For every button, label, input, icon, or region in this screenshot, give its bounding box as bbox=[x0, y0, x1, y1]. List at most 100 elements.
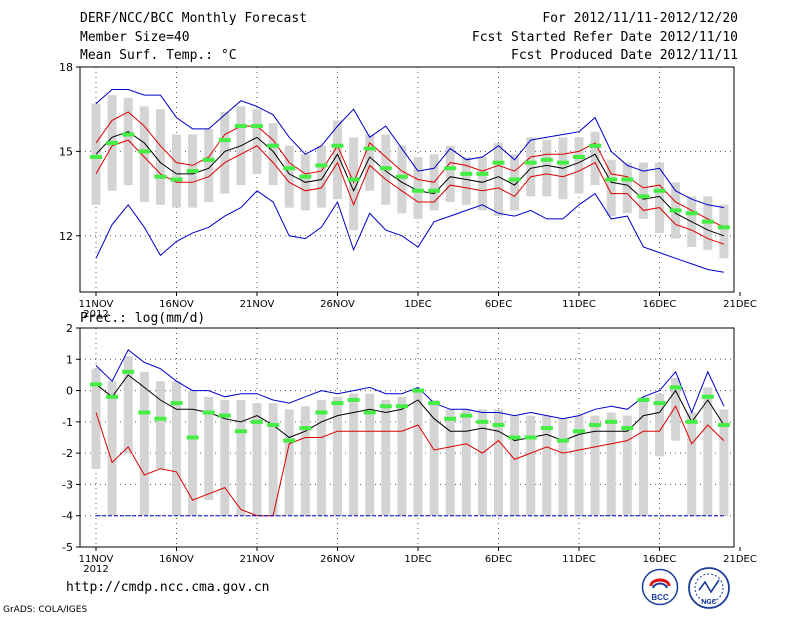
x-tick-label: 21DEC bbox=[723, 554, 757, 565]
spread-box bbox=[445, 145, 455, 202]
spread-box bbox=[397, 145, 407, 214]
forecast-marker bbox=[315, 410, 328, 415]
forecast-marker bbox=[573, 155, 585, 159]
forecast-marker bbox=[363, 146, 376, 151]
x-tick-label: 6DEC bbox=[485, 554, 512, 565]
forecast-marker bbox=[540, 426, 553, 431]
series-line-min bbox=[95, 190, 724, 273]
spread-box bbox=[638, 396, 648, 516]
forecast-marker bbox=[492, 422, 505, 427]
spread-box bbox=[139, 106, 149, 202]
spread-box bbox=[204, 128, 214, 202]
forecast-marker bbox=[508, 435, 521, 440]
x-tick-label: 11DEC bbox=[562, 554, 596, 565]
forecast-marker bbox=[283, 166, 296, 171]
spread-box bbox=[268, 123, 278, 186]
forecast-marker bbox=[138, 410, 151, 415]
forecast-marker bbox=[508, 177, 521, 182]
forecast-marker bbox=[412, 188, 424, 193]
spread-box bbox=[333, 120, 342, 200]
series-line-upper bbox=[95, 111, 725, 228]
forecast-marker bbox=[492, 160, 505, 165]
spread-box bbox=[622, 162, 632, 214]
forecast-marker bbox=[444, 416, 457, 421]
x-year-label: 2012 bbox=[83, 309, 108, 320]
x-tick-label: 1DEC bbox=[404, 554, 431, 565]
forecast-start-date: Fcst Started Refer Date 2012/11/10 bbox=[471, 30, 738, 45]
series-line-max bbox=[95, 89, 724, 209]
member-size: Member Size=40 bbox=[80, 30, 190, 45]
forecast-marker bbox=[556, 160, 569, 165]
series-line-max bbox=[95, 349, 725, 420]
series-line-mean bbox=[95, 131, 725, 237]
source-url: http://cmdp.ncc.cma.gov.cn bbox=[66, 580, 270, 595]
bcc-logo-icon: BCC bbox=[641, 568, 679, 606]
plot-frame bbox=[79, 327, 735, 548]
y-tick-label: 2 bbox=[66, 322, 73, 335]
spread-box bbox=[574, 137, 584, 194]
forecast-marker bbox=[122, 132, 135, 137]
forecast-marker bbox=[186, 169, 199, 174]
spread-box bbox=[204, 396, 214, 501]
forecast-marker bbox=[154, 174, 167, 179]
spread-box bbox=[333, 396, 342, 516]
forecast-marker bbox=[251, 419, 263, 424]
forecast-marker bbox=[331, 401, 344, 406]
forecast-marker bbox=[122, 369, 135, 374]
spread-box bbox=[172, 381, 181, 516]
forecast-marker bbox=[234, 124, 247, 129]
x-year-label: 2012 bbox=[83, 564, 108, 575]
forecast-marker bbox=[283, 438, 296, 443]
chart-title: DERF/NCC/BCC Monthly Forecast bbox=[80, 11, 307, 26]
forecast-marker bbox=[395, 404, 408, 409]
spread-box bbox=[413, 157, 423, 219]
forecast-marker bbox=[90, 382, 102, 387]
forecast-marker bbox=[685, 419, 698, 424]
spread-box bbox=[655, 393, 664, 457]
spread-box bbox=[139, 371, 149, 516]
spread-box bbox=[252, 109, 262, 174]
spread-box bbox=[284, 409, 294, 516]
forecast-marker bbox=[267, 143, 280, 148]
x-tick-label: 21DEC bbox=[723, 299, 757, 310]
forecast-marker bbox=[460, 171, 473, 176]
forecast-marker bbox=[315, 163, 328, 168]
x-tick-label: 6DEC bbox=[485, 299, 512, 310]
spread-box bbox=[542, 140, 552, 197]
spread-box bbox=[236, 399, 246, 516]
forecast-marker bbox=[685, 211, 698, 216]
spread-box bbox=[494, 409, 503, 516]
spread-box bbox=[300, 406, 310, 516]
forecast-marker bbox=[669, 208, 682, 213]
spread-box bbox=[510, 154, 520, 211]
spread-box bbox=[155, 381, 165, 469]
forecast-marker bbox=[347, 177, 360, 182]
spread-box bbox=[526, 415, 536, 516]
spread-box bbox=[461, 409, 471, 516]
forecast-marker bbox=[347, 397, 360, 402]
forecast-marker bbox=[412, 388, 424, 393]
forecast-marker bbox=[267, 422, 280, 427]
forecast-marker bbox=[379, 166, 392, 171]
bcc-logo-text: BCC bbox=[651, 593, 669, 602]
spread-box bbox=[365, 393, 375, 516]
forecast-marker bbox=[589, 422, 602, 427]
forecast-marker bbox=[573, 429, 585, 434]
forecast-marker bbox=[653, 401, 666, 406]
spread-box bbox=[542, 415, 552, 516]
forecast-marker bbox=[460, 413, 473, 418]
spread-box bbox=[606, 412, 616, 516]
forecast-period: For 2012/11/11-2012/12/20 bbox=[542, 11, 738, 26]
forecast-marker bbox=[717, 225, 730, 230]
spread-box bbox=[268, 403, 278, 516]
forecast-marker bbox=[653, 188, 666, 193]
x-tick-label: 16DEC bbox=[643, 554, 677, 565]
forecast-marker bbox=[363, 410, 376, 415]
spread-box bbox=[381, 399, 391, 516]
forecast-marker bbox=[251, 124, 263, 129]
x-tick-label: 16NOV bbox=[159, 554, 194, 565]
forecast-marker bbox=[218, 138, 231, 143]
forecast-marker bbox=[106, 394, 119, 399]
forecast-marker bbox=[234, 429, 247, 434]
series-line-lower bbox=[95, 405, 725, 517]
